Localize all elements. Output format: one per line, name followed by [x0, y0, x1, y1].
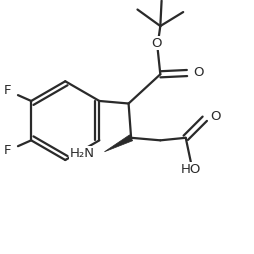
Text: HO: HO — [180, 163, 200, 176]
Text: O: O — [192, 66, 203, 78]
Text: F: F — [3, 144, 11, 157]
Text: O: O — [151, 37, 161, 50]
Polygon shape — [104, 135, 132, 152]
Text: H₂N: H₂N — [69, 147, 94, 160]
Text: F: F — [3, 84, 11, 97]
Text: O: O — [210, 110, 220, 123]
